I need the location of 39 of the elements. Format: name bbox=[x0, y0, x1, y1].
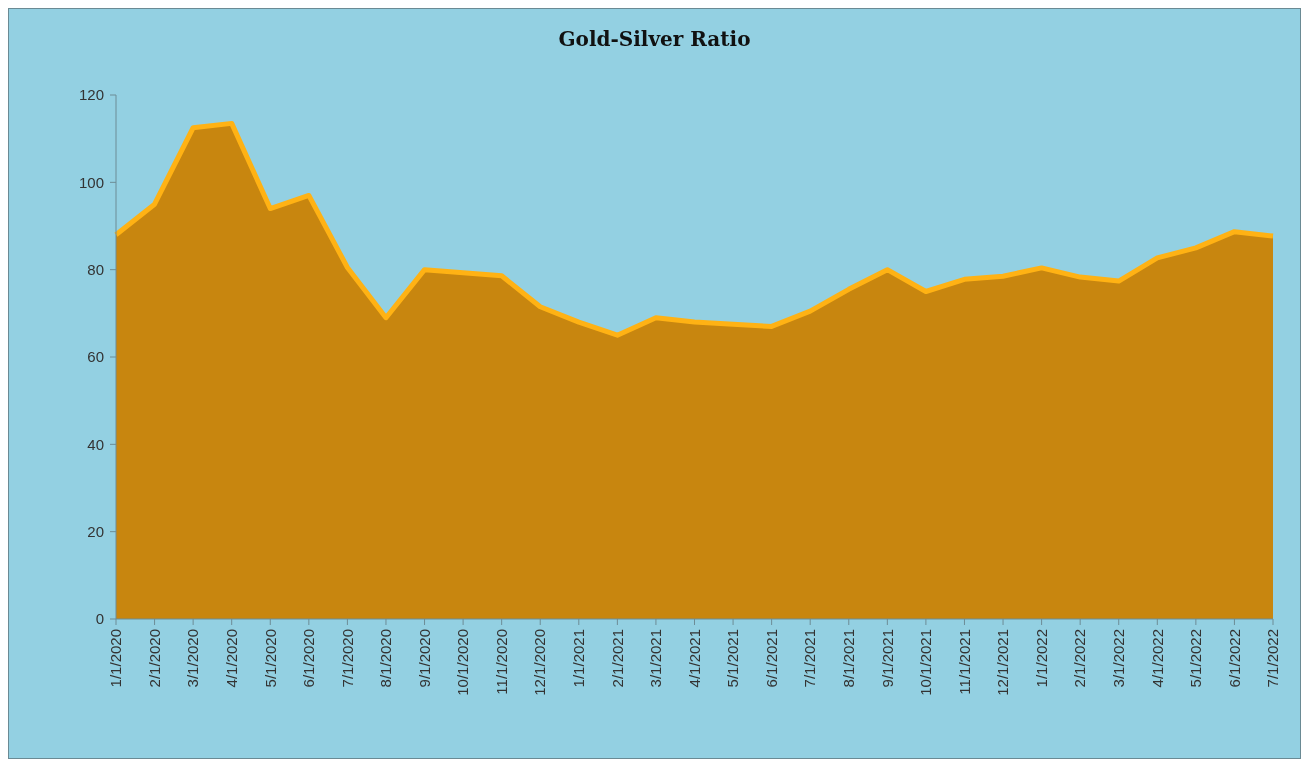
x-tick-label: 2/1/2021 bbox=[608, 629, 626, 688]
x-tick-label: 10/1/2021 bbox=[917, 629, 935, 696]
x-tick-label: 9/1/2021 bbox=[878, 629, 896, 688]
y-tick-label: 80 bbox=[87, 260, 104, 278]
x-tick-label: 4/1/2021 bbox=[685, 629, 703, 688]
x-tick-label: 6/1/2021 bbox=[762, 629, 780, 688]
x-tick-label: 5/1/2022 bbox=[1187, 629, 1205, 688]
x-tick-label: 3/1/2021 bbox=[647, 629, 665, 688]
x-tick-label: 10/1/2020 bbox=[454, 629, 472, 696]
x-tick-label: 4/1/2022 bbox=[1148, 629, 1166, 688]
x-tick-label: 6/1/2020 bbox=[300, 629, 318, 688]
x-tick-label: 2/1/2022 bbox=[1071, 629, 1089, 688]
x-tick-label: 9/1/2020 bbox=[415, 629, 433, 688]
y-tick-label: 100 bbox=[78, 173, 104, 191]
y-tick-label: 20 bbox=[87, 522, 104, 540]
x-tick-label: 7/1/2021 bbox=[801, 629, 819, 688]
x-tick-label: 6/1/2022 bbox=[1225, 629, 1243, 688]
x-tick-label: 1/1/2020 bbox=[107, 629, 125, 688]
x-tick-label: 5/1/2021 bbox=[724, 629, 742, 688]
x-tick-label: 3/1/2020 bbox=[184, 629, 202, 688]
x-tick-label: 3/1/2022 bbox=[1109, 629, 1127, 688]
x-tick-label: 11/1/2020 bbox=[492, 629, 510, 695]
y-tick-label: 0 bbox=[95, 610, 104, 628]
x-tick-label: 1/1/2022 bbox=[1032, 629, 1050, 688]
chart-title: Gold-Silver Ratio bbox=[558, 27, 751, 51]
x-tick-label: 12/1/2021 bbox=[994, 629, 1012, 696]
x-tick-label: 2/1/2020 bbox=[145, 629, 163, 688]
x-tick-label: 7/1/2022 bbox=[1264, 629, 1282, 688]
x-tick-label: 8/1/2021 bbox=[840, 629, 858, 688]
x-tick-label: 4/1/2020 bbox=[222, 629, 240, 688]
y-tick-label: 60 bbox=[87, 348, 104, 366]
y-tick-label: 120 bbox=[78, 86, 104, 104]
x-tick-label: 5/1/2020 bbox=[261, 629, 279, 688]
x-tick-label: 8/1/2020 bbox=[377, 629, 395, 688]
x-tick-label: 11/1/2021 bbox=[955, 629, 973, 695]
y-tick-label: 40 bbox=[87, 435, 104, 453]
x-tick-label: 12/1/2020 bbox=[531, 629, 549, 696]
x-tick-label: 1/1/2021 bbox=[570, 629, 588, 688]
x-tick-label: 7/1/2020 bbox=[338, 629, 356, 688]
